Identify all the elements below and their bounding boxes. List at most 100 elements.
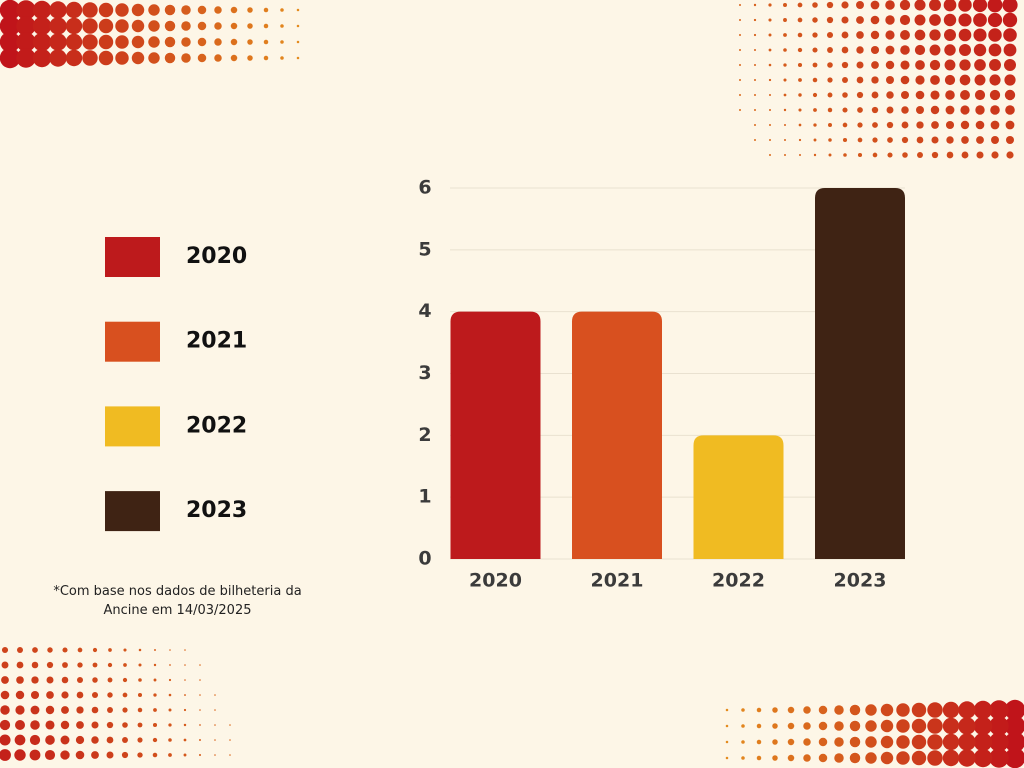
decor-dot [843, 153, 847, 157]
decor-dot [783, 3, 787, 7]
y-tick-label: 5 [418, 238, 431, 260]
bar [450, 311, 541, 559]
decor-dot [900, 75, 910, 85]
decor-dot [49, 17, 67, 35]
decor-dot [725, 724, 729, 728]
decor-dot [841, 1, 849, 9]
decor-dot [812, 17, 818, 23]
decor-dot [168, 693, 172, 697]
decor-dot [827, 107, 833, 113]
decor-dot [958, 733, 976, 751]
decor-dot [989, 732, 1009, 752]
decor-dot [29, 749, 41, 761]
decor-dot [973, 748, 993, 768]
decor-dot [915, 75, 925, 85]
decor-dot [914, 44, 926, 56]
legend-swatch [105, 237, 160, 277]
decor-dot [198, 753, 202, 757]
decor-dot [32, 16, 52, 36]
decor-dot [989, 716, 1009, 736]
decor-dot [214, 38, 222, 46]
decor-dot [153, 693, 157, 697]
decor-dot [842, 92, 848, 98]
decor-dot [122, 737, 128, 743]
decor-dot [818, 753, 828, 763]
decor-dot [230, 22, 238, 30]
decor-dot [65, 1, 83, 19]
decor-dot [768, 3, 772, 7]
decor-dot [841, 31, 849, 39]
decor-dot [0, 719, 11, 731]
decor-dot [826, 16, 834, 24]
decor-dot [148, 20, 160, 32]
decor-dot [803, 706, 811, 714]
decor-dot [849, 736, 861, 748]
decor-dot [818, 721, 828, 731]
decor-dot [787, 722, 795, 730]
decor-dot [0, 734, 11, 746]
decor-dot [197, 21, 207, 31]
decor-dot [990, 105, 1000, 115]
decor-dot [942, 733, 960, 751]
decor-dot [812, 32, 818, 38]
decor-dot [77, 662, 83, 668]
decor-dot [989, 89, 1001, 101]
decor-dot [856, 31, 864, 39]
decor-dot [62, 662, 68, 668]
decor-dot [871, 91, 879, 99]
decor-dot [916, 136, 924, 144]
decor-dot [960, 120, 970, 130]
decor-dot [229, 724, 231, 726]
decor-dot [739, 94, 741, 96]
decor-dot [896, 703, 910, 717]
decor-dot [61, 691, 69, 699]
decor-dot [199, 724, 201, 726]
decor-dot [263, 7, 269, 13]
decor-dot [900, 90, 910, 100]
decor-dot [799, 154, 801, 156]
decor-dot [865, 704, 877, 716]
decor-dot [92, 662, 98, 668]
decor-dot [834, 737, 844, 747]
decor-dot [872, 137, 878, 143]
decor-dot [1004, 74, 1016, 86]
decor-dot [17, 647, 23, 653]
decor-dot [784, 139, 786, 141]
y-tick-label: 2 [418, 424, 431, 446]
decor-dot [989, 700, 1009, 720]
decor-dot [841, 16, 849, 24]
decor-dot [153, 708, 157, 712]
decor-dot [974, 74, 986, 86]
decor-dot [827, 92, 833, 98]
decor-dot [91, 706, 99, 714]
decor-dot [0, 31, 21, 53]
decor-dot [900, 30, 910, 40]
decor-dot [958, 13, 972, 27]
decor-dot [826, 31, 834, 39]
decor-dot [896, 751, 910, 765]
decor-dot [280, 40, 284, 44]
decor-dot [183, 723, 187, 727]
decor-dot [131, 3, 145, 17]
decor-dot [16, 676, 24, 684]
decor-dot [927, 702, 943, 718]
decor-dot [798, 123, 802, 127]
decor-dot [911, 734, 927, 750]
decor-dot [98, 2, 114, 18]
decor-dot [1004, 59, 1016, 71]
decor-dot [76, 706, 84, 714]
decor-dot [739, 34, 741, 36]
decor-dot [137, 722, 143, 728]
decor-dot [754, 109, 756, 111]
decor-dot [32, 48, 52, 68]
footnote: *Com base nos dados de bilheteria da Anc… [53, 584, 302, 618]
decor-dot [988, 43, 1002, 57]
decor-dot [754, 94, 756, 96]
decor-dot [768, 63, 772, 67]
decor-dot [280, 56, 284, 60]
decor-dot [915, 90, 925, 100]
decor-dot [16, 661, 24, 669]
decor-dot [199, 664, 201, 666]
decor-dot [818, 737, 828, 747]
decor-dot [916, 106, 924, 114]
